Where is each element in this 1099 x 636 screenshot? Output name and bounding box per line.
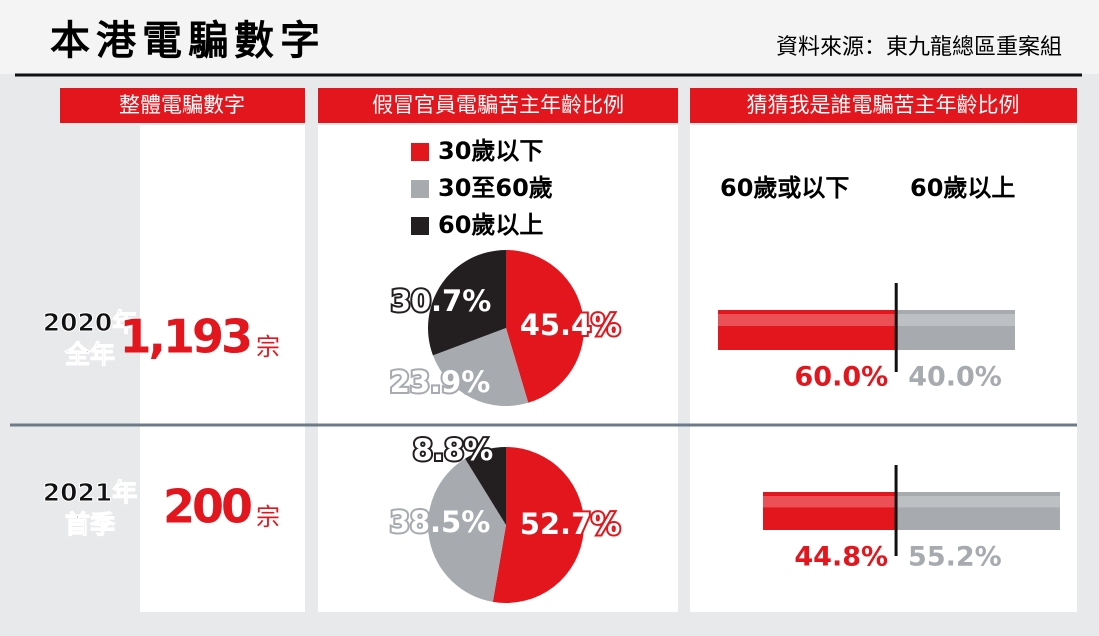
pie-value-label: 45.4% — [520, 308, 621, 342]
panel — [140, 125, 305, 612]
pie-value-label: 38.5% — [390, 505, 491, 539]
pie-value-label: 30.7% — [391, 284, 492, 318]
count-unit: 宗 — [256, 333, 280, 361]
column-header-bg — [60, 88, 305, 123]
bar-segment — [896, 310, 1015, 350]
column-header: 假冒官員電騙苦主年齡比例 — [372, 93, 624, 117]
pie-slice — [428, 458, 506, 602]
legend-label: 60歲以上 — [438, 211, 543, 239]
bar-shine — [896, 314, 1015, 326]
row-label: 2021年 — [43, 478, 138, 507]
legend-swatch — [411, 217, 429, 235]
row-label: 全年 — [64, 340, 115, 369]
source: 資料來源：東九龍總區重案組 — [776, 35, 1062, 60]
pie-slice — [465, 447, 506, 525]
bar-shine — [763, 496, 897, 508]
pie-slice — [506, 250, 585, 403]
bar-segment — [763, 492, 897, 530]
column-header: 猜猜我是誰電騙苦主年齡比例 — [747, 93, 1020, 117]
bar-value-label: 44.8% — [794, 542, 888, 573]
panel — [690, 125, 1077, 612]
row-label: 首季 — [65, 510, 115, 539]
row-label: 2020年 — [43, 308, 138, 337]
bar-shine — [718, 314, 897, 326]
count: 1,193 — [119, 310, 250, 364]
pie-slice — [432, 328, 529, 406]
bar-shine — [896, 496, 1060, 508]
legend-label: 30歲以下 — [438, 137, 543, 165]
column-header: 整體電騙數字 — [119, 93, 245, 117]
title-bar — [0, 0, 1099, 74]
legend-label: 60歲或以下 — [720, 174, 849, 202]
title: 本港電騙數字 — [50, 17, 326, 64]
column-header-bg — [318, 88, 678, 123]
bar-value-label: 55.2% — [908, 542, 1002, 573]
column-header-bg — [690, 88, 1077, 123]
pie-value-label: 8.8% — [413, 433, 493, 467]
pie-value-label: 23.9% — [390, 365, 491, 399]
pie-value-label: 52.7% — [520, 507, 621, 541]
bar-value-label: 60.0% — [795, 362, 889, 393]
pie-slice — [492, 447, 585, 603]
bar-segment — [896, 492, 1060, 530]
legend-label: 30至60歲 — [438, 174, 553, 202]
count: 200 — [163, 480, 251, 534]
bar-value-label: 40.0% — [908, 362, 1002, 393]
pie-slice — [427, 250, 506, 356]
legend-swatch — [411, 143, 429, 161]
bar-segment — [718, 310, 897, 350]
legend-label: 60歲以上 — [910, 174, 1015, 202]
count-unit: 宗 — [256, 503, 280, 531]
legend-swatch — [411, 180, 429, 198]
